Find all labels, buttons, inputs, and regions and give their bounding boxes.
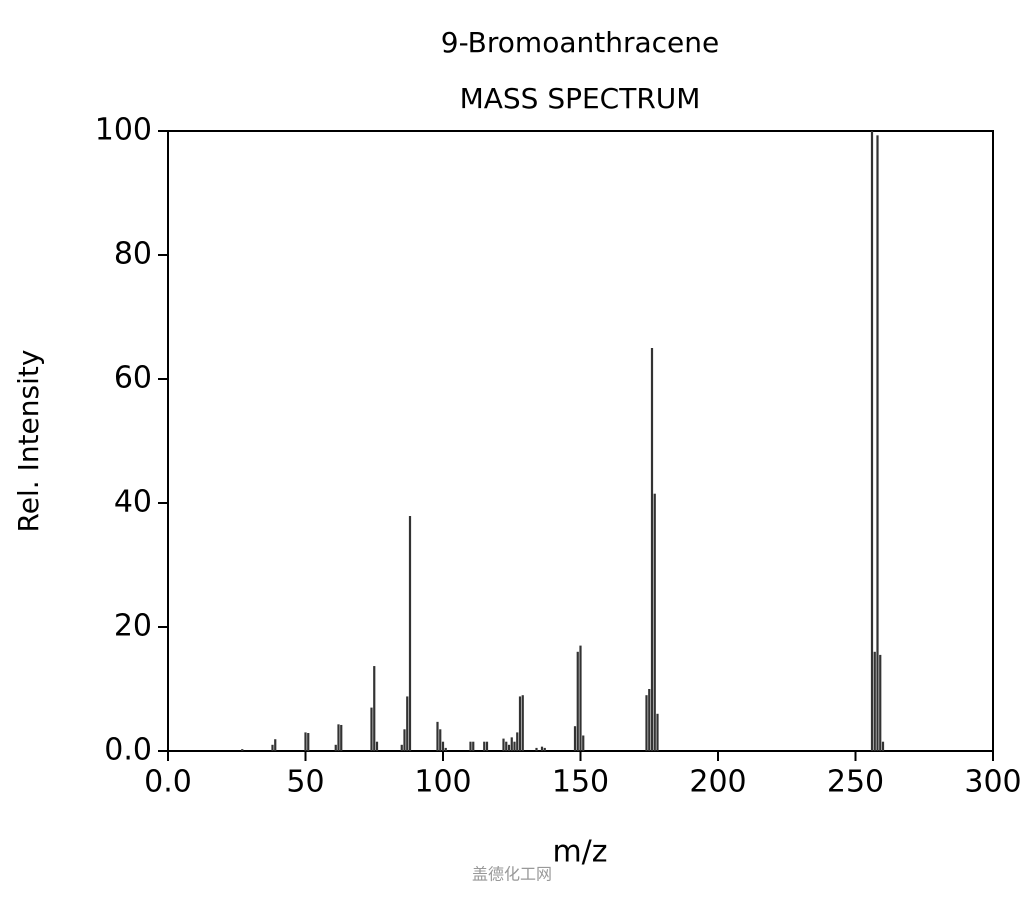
peak	[307, 733, 310, 751]
peak	[472, 741, 475, 751]
peak	[653, 493, 656, 751]
peak	[543, 747, 546, 751]
peak	[873, 651, 876, 751]
peak	[436, 721, 439, 751]
peak	[502, 738, 505, 751]
peak	[656, 713, 659, 751]
peak	[516, 732, 519, 751]
peak	[444, 747, 447, 751]
x-tick-label: 0.0	[144, 765, 192, 800]
x-axis-label: m/z	[552, 835, 607, 870]
y-tick-label: 20	[114, 609, 152, 644]
peak	[521, 695, 524, 751]
y-tick-label: 100	[95, 113, 152, 148]
peak	[879, 654, 882, 751]
peak	[510, 737, 513, 751]
y-tick-label: 60	[114, 361, 152, 396]
peak	[582, 735, 585, 751]
peak	[408, 516, 412, 751]
peak	[576, 651, 579, 751]
peak	[375, 741, 379, 751]
x-tick-label: 150	[552, 765, 609, 800]
peak	[373, 666, 376, 751]
peak	[334, 744, 337, 751]
chart-title: 9-Bromoanthracene	[441, 26, 719, 59]
peak	[573, 726, 577, 751]
peak	[540, 746, 544, 751]
peak	[648, 689, 651, 751]
peak	[881, 741, 885, 751]
peak	[507, 744, 511, 751]
peak	[403, 729, 406, 751]
chart-subtitle: MASS SPECTRUM	[460, 82, 701, 115]
x-tick-label: 50	[286, 765, 324, 800]
y-tick-label: 80	[114, 237, 152, 272]
x-tick-label: 100	[414, 765, 471, 800]
peak	[469, 741, 472, 751]
peak	[271, 744, 274, 751]
y-tick-label: 0.0	[104, 733, 152, 768]
peak	[370, 707, 373, 751]
peak	[304, 732, 307, 751]
peak	[645, 695, 648, 751]
peak	[400, 744, 403, 751]
peak	[340, 724, 343, 751]
peak	[485, 741, 489, 751]
peak	[441, 741, 445, 751]
y-axis-label: Rel. Intensity	[12, 350, 45, 533]
y-tick-label: 40	[114, 485, 152, 520]
peak	[337, 724, 340, 751]
peak	[274, 739, 277, 751]
peak	[406, 696, 409, 751]
peak	[439, 729, 442, 751]
peak	[505, 741, 508, 751]
x-tick-label: 200	[689, 765, 746, 800]
peak	[579, 645, 582, 751]
peak	[876, 135, 879, 752]
peak	[483, 741, 486, 751]
peak	[870, 131, 874, 751]
watermark: 盖德化工网	[472, 865, 552, 884]
peak	[513, 741, 516, 751]
x-tick-label: 250	[827, 765, 884, 800]
peak	[650, 348, 654, 751]
x-tick-label: 300	[964, 765, 1021, 800]
peak	[518, 696, 522, 751]
peak	[241, 749, 244, 751]
peak	[535, 747, 538, 751]
